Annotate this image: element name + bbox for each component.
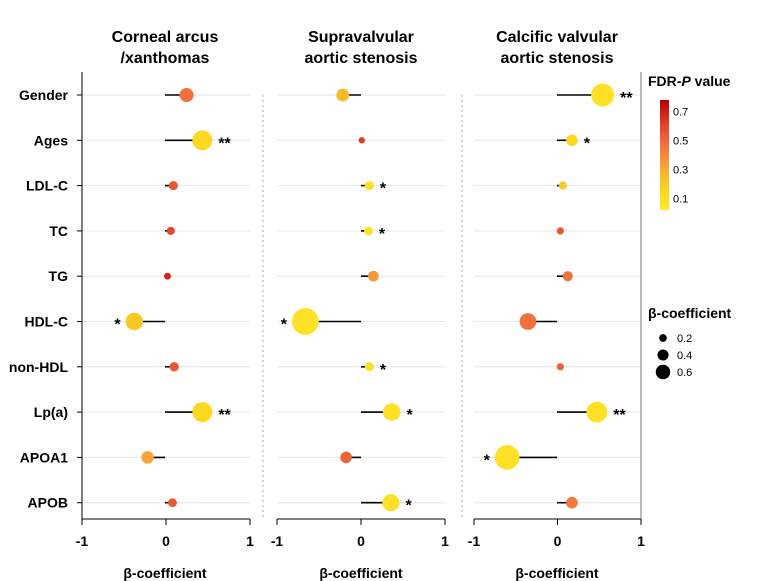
panel-title: Corneal arcus [112, 29, 219, 46]
color-legend-tick: 0.5 [673, 136, 688, 148]
lollipop-point [358, 137, 365, 144]
lollipop-point [556, 363, 564, 371]
lollipop-point [566, 134, 578, 147]
significance-star: ** [218, 407, 231, 424]
lollipop-point [562, 271, 573, 282]
x-tick-label: 0 [554, 533, 562, 549]
x-tick-label: -1 [468, 533, 481, 549]
lollipop-point [292, 308, 319, 335]
lollipop-point [558, 181, 567, 190]
color-legend-tick: 0.3 [673, 164, 688, 176]
row-label: Lp(a) [34, 404, 68, 420]
lollipop-point [368, 270, 379, 282]
color-legend-tick: 0.1 [673, 193, 688, 205]
x-tick-label: 0 [162, 533, 170, 549]
row-label: APOB [28, 495, 68, 511]
panel-title: aortic stenosis [501, 50, 614, 67]
significance-star: * [584, 135, 591, 152]
lollipop-point [168, 181, 178, 191]
row-label: non-HDL [9, 359, 69, 375]
panel-title: Calcific valvular [496, 29, 618, 46]
significance-star: * [380, 181, 387, 198]
lollipop-point [166, 226, 175, 235]
row-label: LDL-C [26, 178, 68, 194]
lollipop-point [125, 312, 144, 331]
lollipop-point [340, 451, 352, 464]
lollipop-point [591, 83, 615, 107]
color-legend-title: FDR-P value [648, 73, 731, 89]
panel-title: Supravalvular [308, 29, 414, 46]
row-label: Ages [34, 132, 68, 148]
lollipop-point [364, 226, 373, 236]
lollipop-point [556, 227, 564, 235]
size-legend: β-coefficient 0.2 0.4 0.6 [648, 305, 732, 380]
lollipop-point [192, 130, 213, 151]
color-legend-tick: 0.7 [673, 107, 688, 119]
x-tick-label: 1 [441, 533, 449, 549]
x-axis-label: β-coefficient [319, 565, 403, 581]
significance-star: * [281, 317, 288, 334]
panel-3: Calcific valvular aortic stenosis -1 0 1 β-co… [468, 29, 645, 581]
lollipop-point [169, 362, 179, 372]
lollipop-point [336, 88, 350, 102]
x-axis-label: β-coefficient [123, 565, 207, 581]
lollipop-point [382, 403, 401, 421]
lollipop-point [494, 445, 520, 470]
lollipop-point [364, 181, 374, 191]
row-labels: Gender Ages LDL-C TC TG HDL-C non-HDL Lp(a) APOA… [9, 87, 69, 511]
size-legend-label: 0.4 [677, 350, 692, 362]
x-tick-label: -1 [76, 533, 89, 549]
row-label: TG [49, 268, 69, 284]
x-tick-label: 1 [637, 533, 645, 549]
row-label: HDL-C [24, 314, 68, 330]
color-bar [660, 100, 669, 210]
size-legend-circle [659, 334, 667, 342]
size-legend-circle [655, 364, 671, 380]
x-tick-label: 1 [246, 533, 254, 549]
lollipop-point [179, 87, 194, 103]
significance-star: ** [218, 135, 231, 152]
lollipop-point [364, 362, 374, 372]
size-legend-circle [657, 349, 669, 361]
significance-star: * [379, 226, 386, 243]
panel-title: aortic stenosis [305, 50, 418, 67]
row-label: TC [49, 223, 68, 239]
significance-star: ** [613, 407, 626, 424]
row-label: APOA1 [20, 449, 68, 465]
size-legend-label: 0.2 [677, 333, 692, 345]
significance-star: * [484, 452, 491, 469]
lollipop-point [566, 496, 578, 509]
size-legend-title: β-coefficient [648, 305, 732, 321]
lollipop-point [192, 402, 213, 423]
lollipop-point [586, 401, 608, 423]
panel-2: Supravalvular aortic stenosis -1 0 1 β-coeffi… [271, 29, 463, 581]
lollipop-point [382, 494, 400, 512]
lollipop-point [519, 313, 537, 330]
panel-1: Corneal arcus/xanthomas -1 0 1 β-coefficient… [76, 29, 264, 581]
significance-star: * [405, 498, 412, 515]
x-tick-label: 0 [357, 533, 365, 549]
significance-star: * [406, 407, 413, 424]
lollipop-point [164, 272, 171, 280]
x-tick-label: -1 [271, 533, 284, 549]
significance-star: * [114, 317, 121, 334]
significance-star: * [380, 362, 387, 379]
x-axis-label: β-coefficient [515, 565, 599, 581]
panel-title: /xanthomas [121, 50, 210, 67]
size-legend-label: 0.6 [677, 367, 692, 379]
lollipop-point [141, 451, 154, 464]
lollipop-point [168, 498, 177, 508]
color-legend: FDR-P value 0.7 0.5 0.3 0.1 [648, 73, 731, 210]
row-label: Gender [19, 87, 69, 103]
significance-star: ** [620, 90, 633, 107]
